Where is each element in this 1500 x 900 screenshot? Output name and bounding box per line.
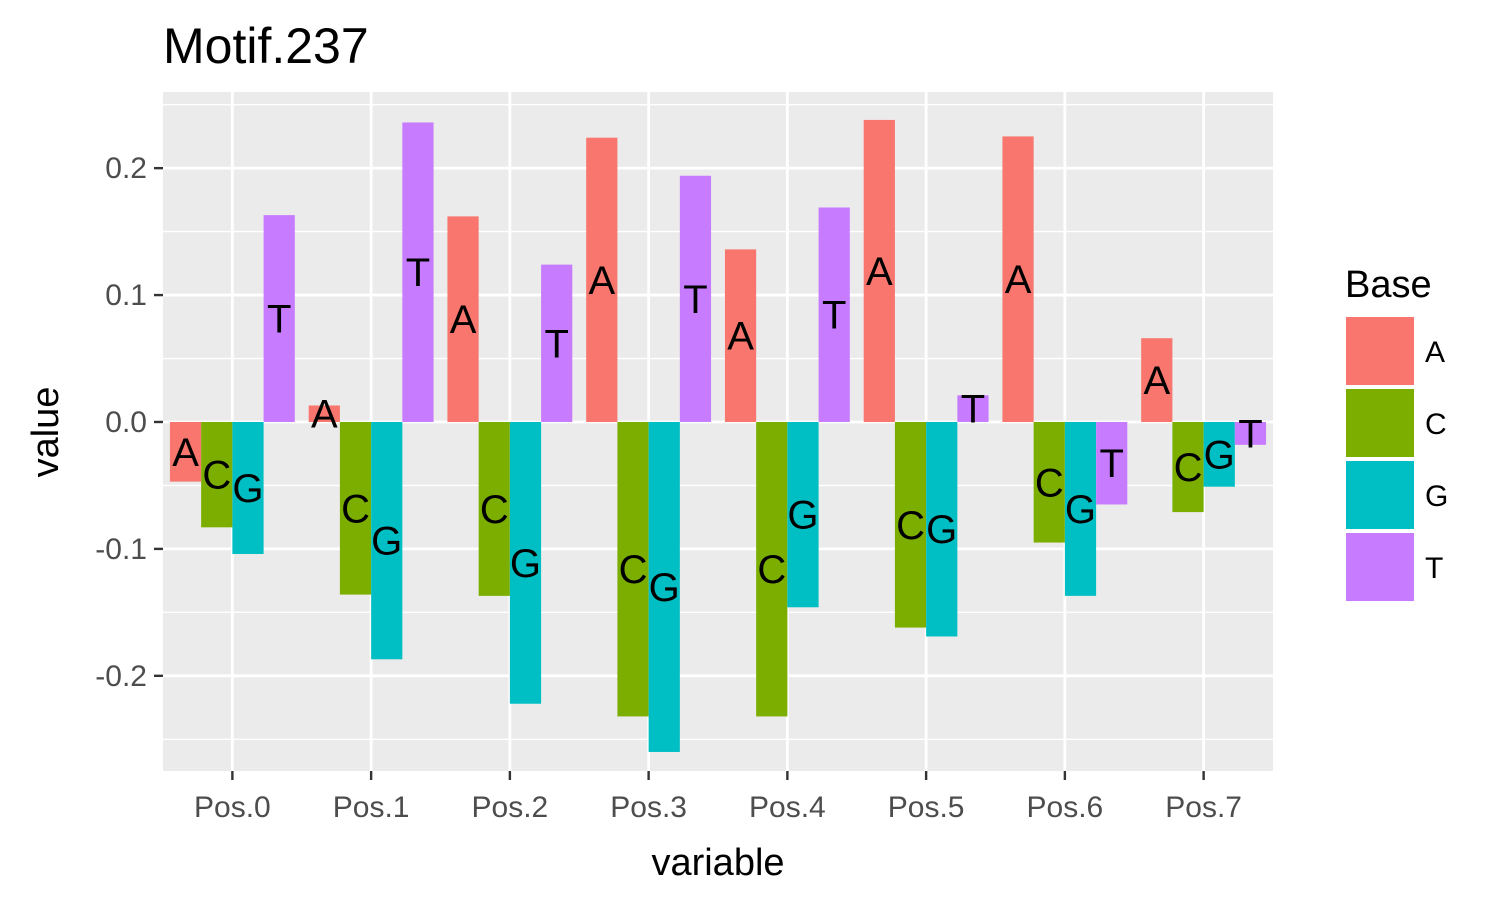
bar-label-C-Pos.0: C [202,454,231,498]
y-tick-label: 0.0 [105,406,147,439]
bars [169,119,1267,752]
bar-label-T-Pos.0: T [267,298,291,342]
bar-label-C-Pos.1: C [341,487,370,531]
bar-label-A-Pos.4: A [727,315,754,359]
legend-label-G: G [1425,480,1448,513]
bar-G-Pos.5 [926,421,958,637]
bar-G-Pos.7 [1203,421,1235,487]
bar-G-Pos.1 [371,421,403,660]
bar-label-G-Pos.0: G [232,467,263,511]
bar-C-Pos.6 [1033,421,1065,543]
legend-key-G [1346,461,1414,529]
bar-A-Pos.4 [724,249,757,422]
bar-G-Pos.3 [648,421,680,752]
y-axis-title: value [25,387,67,478]
x-tick-label: Pos.1 [333,791,410,824]
bar-A-Pos.7 [1141,338,1173,422]
bar-G-Pos.4 [787,421,819,608]
bar-T-Pos.1 [402,122,434,422]
bar-A-Pos.2 [447,216,479,422]
bar-T-Pos.4 [818,207,850,422]
x-tick-label: Pos.5 [888,791,965,824]
bar-label-A-Pos.7: A [1143,359,1170,403]
bar-label-A-Pos.5: A [866,250,893,294]
x-tick-label: Pos.4 [749,791,826,824]
bar-G-Pos.0 [232,421,264,554]
bar-label-T-Pos.7: T [1238,412,1262,456]
legend-key-C [1346,389,1414,457]
bar-label-G-Pos.6: G [1065,488,1096,532]
bar-C-Pos.0 [201,421,233,528]
bar-label-C-Pos.3: C [619,548,648,592]
bar-C-Pos.4 [756,421,788,717]
bar-label-T-Pos.4: T [822,294,846,338]
y-tick-label: -0.2 [95,660,147,693]
bar-label-T-Pos.1: T [406,251,430,295]
y-tick-label: 0.2 [105,152,147,185]
x-axis-title: variable [651,842,784,884]
bar-A-Pos.5 [863,119,895,422]
bar-T-Pos.6 [1096,421,1128,505]
bar-label-A-Pos.1: A [311,393,338,437]
bar-label-G-Pos.7: G [1204,433,1235,477]
bar-A-Pos.3 [586,137,618,422]
x-tick-label: Pos.2 [472,791,549,824]
bar-label-G-Pos.1: G [371,520,402,564]
legend-title: Base [1345,264,1432,306]
bar-T-Pos.5 [957,395,989,422]
x-tick-label: Pos.7 [1165,791,1242,824]
bar-A-Pos.1 [308,405,340,422]
bar-label-A-Pos.6: A [1005,258,1032,302]
bar-label-C-Pos.2: C [480,488,509,532]
y-tick-label: -0.1 [95,533,147,566]
bar-T-Pos.7 [1234,421,1267,445]
x-tick-label: Pos.0 [194,791,271,824]
x-tick-label: Pos.6 [1027,791,1104,824]
bar-label-T-Pos.6: T [1099,442,1123,486]
bar-A-Pos.6 [1002,136,1034,422]
legend-label-A: A [1425,336,1445,369]
bar-label-C-Pos.7: C [1174,446,1203,490]
bar-label-A-Pos.0: A [172,431,199,475]
legend-key-T [1346,533,1414,601]
bar-A-Pos.0 [169,421,202,482]
bar-label-T-Pos.3: T [683,278,707,322]
bar-C-Pos.7 [1172,421,1204,513]
bar-label-G-Pos.5: G [926,508,957,552]
bar-C-Pos.3 [617,421,649,717]
bar-label-G-Pos.4: G [787,494,818,538]
bar-C-Pos.5 [894,421,927,628]
legend: Base A C G T [1345,264,1448,601]
bar-T-Pos.0 [263,215,295,422]
x-tick-label: Pos.3 [610,791,687,824]
bar-label-C-Pos.6: C [1035,461,1064,505]
bar-label-A-Pos.2: A [450,298,477,342]
legend-label-C: C [1425,408,1447,441]
y-tick-label: 0.1 [105,279,147,312]
bar-label-G-Pos.2: G [510,542,541,586]
bar-T-Pos.3 [679,175,712,422]
legend-label-T: T [1425,552,1443,585]
axes: -0.2 -0.1 0.0 0.1 0.2 Pos.0 Pos.1 Pos.2 Pos.3 Pos… [95,152,1242,824]
bar-G-Pos.2 [509,421,542,704]
bar-C-Pos.1 [339,421,372,595]
bar-label-T-Pos.2: T [544,322,568,366]
bar-label-C-Pos.4: C [757,548,786,592]
bar-G-Pos.6 [1064,421,1097,596]
bar-label-C-Pos.5: C [896,504,925,548]
legend-key-A [1346,317,1414,385]
bar-label-A-Pos.3: A [588,259,615,303]
chart-title: Motif.237 [163,18,369,74]
bar-C-Pos.2 [478,421,510,596]
bar-T-Pos.2 [541,264,573,422]
bar-label-T-Pos.5: T [961,388,985,432]
bar-label-G-Pos.3: G [649,566,680,610]
